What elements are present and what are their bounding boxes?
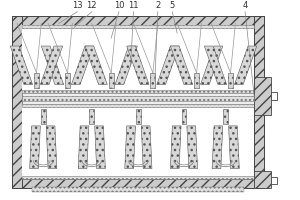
Bar (22, 90, 254, 93)
Polygon shape (157, 46, 179, 85)
Bar (12, 179, 263, 188)
Polygon shape (234, 46, 257, 85)
Bar (34, 73, 39, 88)
Bar (151, 73, 155, 88)
Polygon shape (200, 46, 223, 85)
Text: 12: 12 (86, 1, 97, 10)
Bar (136, 109, 141, 124)
Bar (228, 73, 233, 88)
Bar (22, 104, 254, 179)
Bar (194, 73, 199, 88)
Bar (271, 92, 277, 100)
Polygon shape (170, 46, 193, 85)
Polygon shape (40, 46, 63, 85)
Polygon shape (125, 126, 135, 169)
Text: 11: 11 (128, 1, 139, 10)
Polygon shape (141, 126, 152, 169)
Bar (12, 16, 22, 188)
Polygon shape (85, 46, 107, 85)
Text: 10: 10 (114, 1, 124, 10)
Polygon shape (229, 126, 239, 169)
Polygon shape (78, 126, 89, 169)
Bar (22, 25, 254, 28)
Bar (22, 93, 254, 104)
Bar (22, 25, 254, 93)
Bar (22, 104, 254, 107)
Bar (22, 176, 254, 179)
Text: 5: 5 (170, 1, 175, 10)
Bar (254, 16, 263, 188)
Polygon shape (187, 126, 197, 169)
Bar (182, 109, 186, 124)
Polygon shape (212, 126, 223, 169)
Bar (22, 96, 254, 101)
Bar (41, 109, 46, 124)
Polygon shape (115, 46, 137, 85)
Polygon shape (30, 126, 40, 169)
Polygon shape (170, 126, 181, 169)
Polygon shape (204, 46, 227, 85)
Text: 4: 4 (242, 1, 248, 10)
Polygon shape (71, 46, 94, 85)
Polygon shape (10, 46, 33, 85)
Polygon shape (127, 46, 149, 85)
Bar (32, 187, 244, 192)
Bar (254, 171, 271, 188)
Bar (254, 77, 271, 115)
Bar (271, 177, 277, 184)
Bar (223, 109, 228, 124)
Bar (65, 73, 70, 88)
Bar (12, 16, 263, 25)
Text: 2: 2 (155, 1, 160, 10)
Text: 13: 13 (72, 1, 83, 10)
Polygon shape (41, 46, 64, 85)
Polygon shape (95, 126, 105, 169)
Bar (109, 73, 114, 88)
Bar (89, 109, 94, 124)
Polygon shape (46, 126, 57, 169)
